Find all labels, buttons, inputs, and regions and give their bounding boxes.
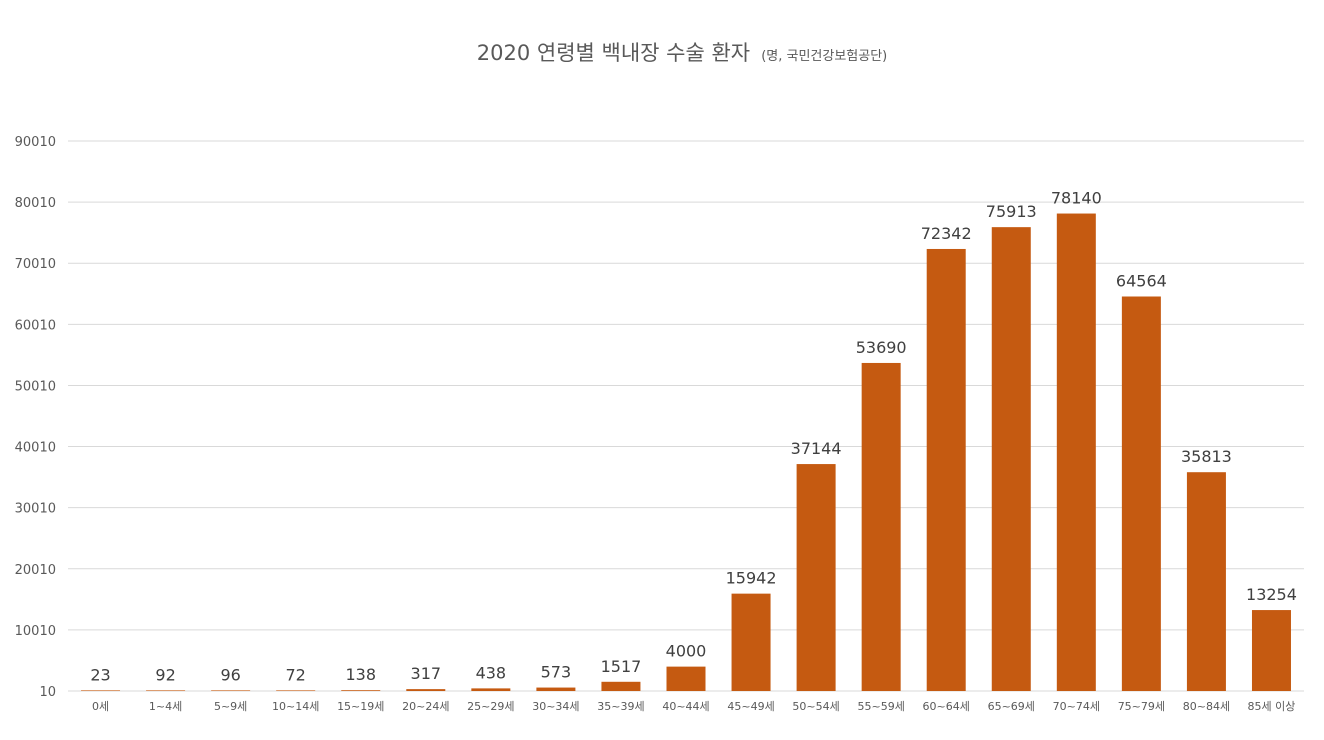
bar [666, 666, 706, 691]
x-tick-label: 55~59세 [857, 700, 904, 713]
x-tick-label: 1~4세 [149, 700, 182, 713]
x-tick-label: 50~54세 [792, 700, 839, 713]
y-tick-label: 70010 [15, 257, 56, 272]
data-label: 573 [541, 663, 572, 682]
x-tick-label: 10~14세 [272, 700, 319, 713]
x-tick-label: 85세 이상 [1248, 700, 1296, 713]
data-label: 78140 [1051, 189, 1102, 208]
y-tick-label: 80010 [15, 196, 56, 211]
bar [991, 227, 1031, 692]
data-label: 37144 [791, 439, 842, 458]
y-tick-label: 30010 [15, 502, 56, 517]
x-tick-label: 0세 [92, 700, 109, 713]
bar [1251, 610, 1291, 691]
data-label: 96 [220, 665, 240, 684]
y-tick-label: 20010 [15, 563, 56, 578]
bars [81, 213, 1291, 692]
y-tick-label: 40010 [15, 441, 56, 456]
bar [471, 688, 511, 691]
data-label: 72342 [921, 224, 972, 243]
bar [211, 690, 251, 691]
bar [1186, 472, 1226, 691]
x-tick-label: 30~34세 [532, 700, 579, 713]
data-label: 72 [286, 665, 306, 684]
data-label: 438 [476, 663, 507, 682]
x-tick-label: 45~49세 [727, 700, 774, 713]
data-label: 317 [411, 664, 442, 683]
data-label: 138 [345, 665, 376, 684]
y-tick-label: 50010 [15, 379, 56, 394]
gridlines [68, 140, 1304, 692]
x-tick-label: 65~69세 [988, 700, 1035, 713]
data-label: 92 [155, 665, 175, 684]
x-tick-label: 15~19세 [337, 700, 384, 713]
x-tick-label: 60~64세 [923, 700, 970, 713]
y-tick-label: 10010 [15, 624, 56, 639]
bar [341, 690, 381, 691]
chart-title-subtitle: (명, 국민건강보험공단) [761, 49, 887, 64]
x-axis-ticks: 0세 1~4세 5~9세 10~14세 15~19세 20~24세 25~29세 30~34세… [92, 700, 1295, 713]
bar [796, 464, 836, 691]
x-tick-label: 5~9세 [214, 700, 247, 713]
data-label: 64564 [1116, 272, 1167, 291]
data-label: 53690 [856, 338, 907, 357]
x-tick-label: 20~24세 [402, 700, 449, 713]
bar [406, 689, 446, 691]
x-tick-label: 80~84세 [1183, 700, 1230, 713]
data-label: 35813 [1181, 447, 1232, 466]
data-label: 75913 [986, 202, 1037, 221]
data-label: 4000 [666, 642, 707, 661]
chart-title-main: 2020 연령별 백내장 수술 환자 [477, 41, 750, 65]
x-tick-label: 40~44세 [662, 700, 709, 713]
bar [536, 687, 576, 691]
bar [601, 681, 641, 691]
data-label: 23 [90, 665, 110, 684]
bar [1056, 213, 1096, 692]
y-tick-label: 60010 [15, 318, 56, 333]
x-tick-label: 25~29세 [467, 700, 514, 713]
bar [926, 248, 966, 691]
data-labels: 23 92 96 72 138 317 438 573 1517 4000 15942 37144 53… [90, 189, 1297, 685]
x-tick-label: 35~39세 [597, 700, 644, 713]
bar [861, 362, 901, 691]
bar [276, 690, 316, 691]
y-tick-label: 90010 [15, 135, 56, 150]
bar [731, 593, 771, 691]
data-label: 15942 [726, 569, 777, 588]
data-label: 13254 [1246, 585, 1297, 604]
chart-title: 2020 연령별 백내장 수술 환자 (명, 국민건강보험공단) [477, 41, 888, 65]
x-tick-label: 75~79세 [1118, 700, 1165, 713]
y-axis-ticks: 10 10010 20010 30010 40010 50010 60010 70010 800… [15, 135, 56, 700]
x-tick-label: 70~74세 [1053, 700, 1100, 713]
bar [81, 690, 121, 691]
y-tick-label: 10 [39, 685, 56, 700]
bar [1121, 296, 1161, 691]
bar [146, 690, 186, 691]
data-label: 1517 [601, 657, 642, 676]
